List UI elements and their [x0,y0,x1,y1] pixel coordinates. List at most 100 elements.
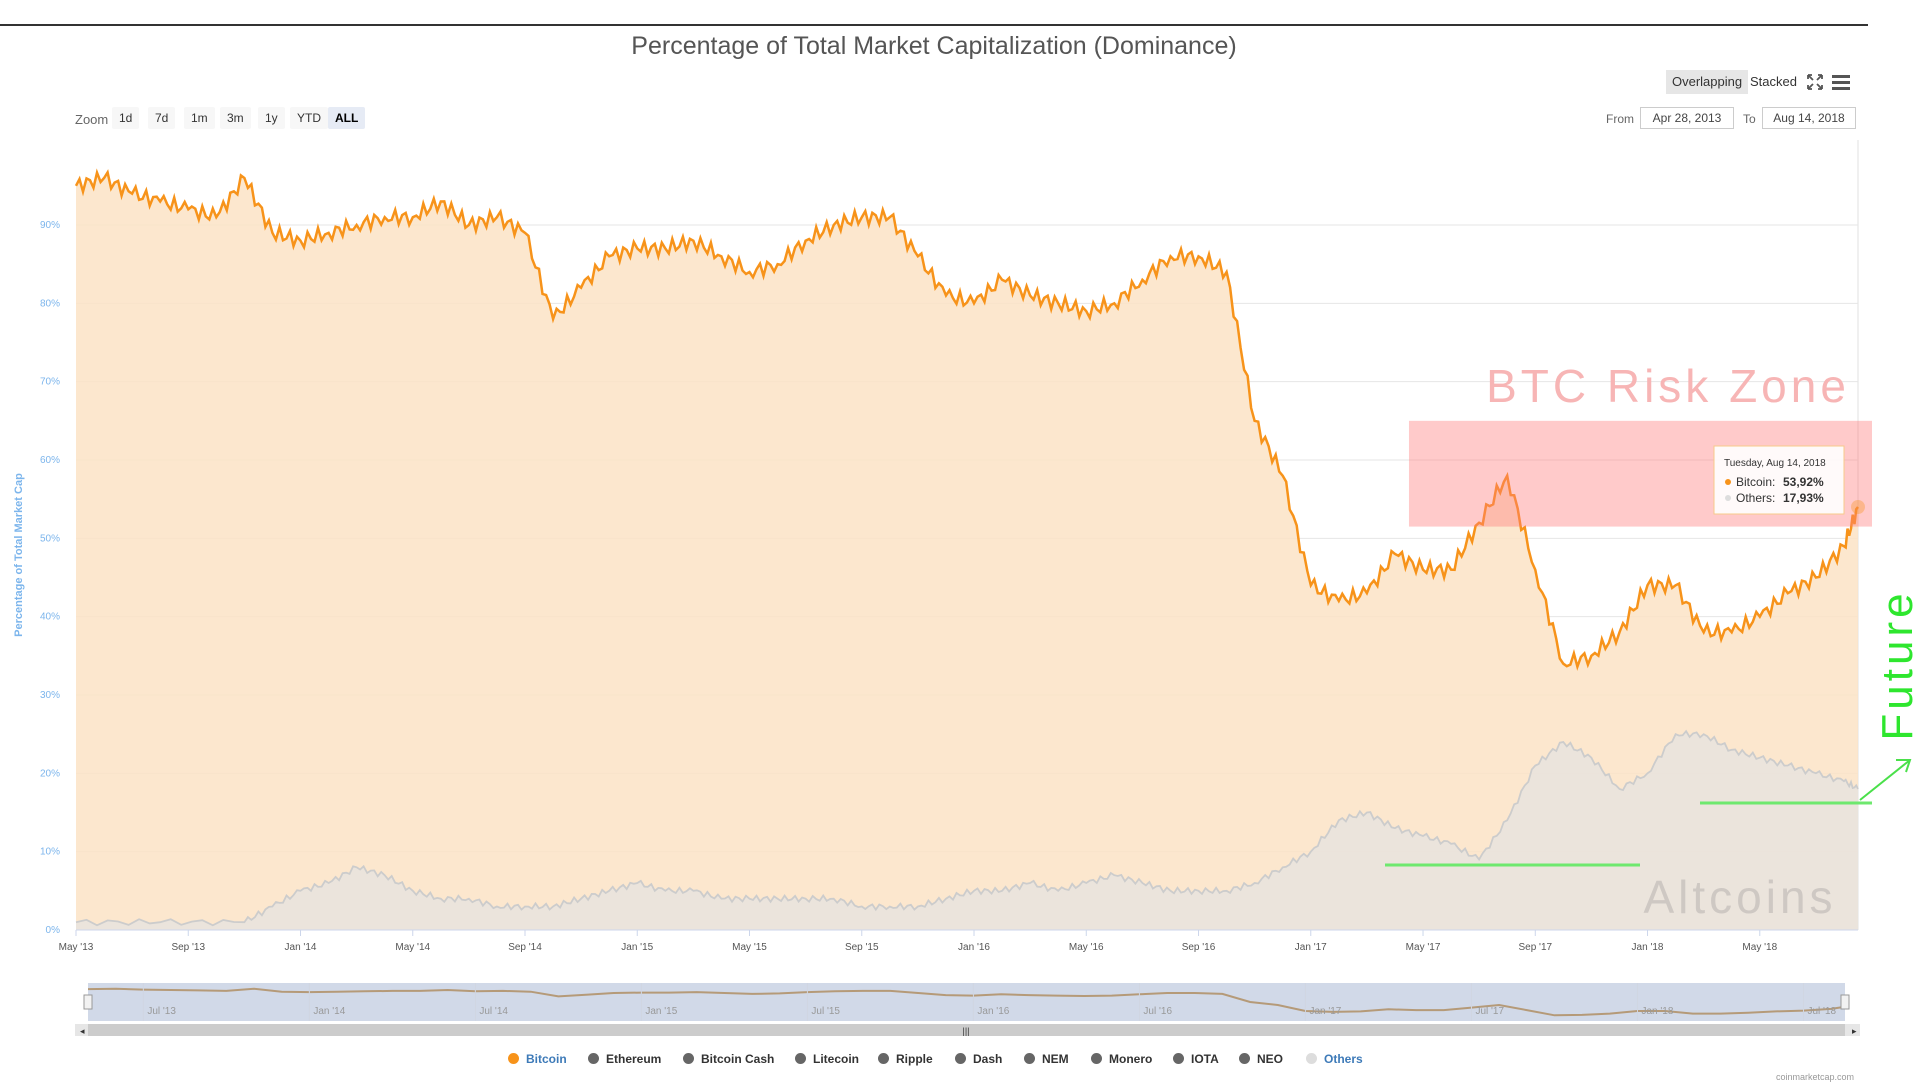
x-tick-label: Jan '18 [1632,942,1664,953]
y-tick-label: 50% [40,533,60,544]
tooltip: Tuesday, Aug 14, 2018 Bitcoin: 53,92% Ot… [1713,445,1865,515]
y-tick-label: 80% [40,298,60,309]
legend-dot-icon [1173,1053,1184,1064]
x-tick-label: May '15 [732,942,767,953]
others-line [75,729,1859,927]
legend-item-ethereum[interactable]: Ethereum [588,1052,661,1066]
zoom-1m-button[interactable]: 1m [184,107,215,129]
x-tick-label: Sep '15 [845,942,879,953]
y-tick-label: 0% [46,925,61,936]
tooltip-date: Tuesday, Aug 14, 2018 [1724,458,1826,469]
x-tick-label: Sep '17 [1518,942,1552,953]
x-axis: May '13 Sep '13 Jan '14 May '14 Sep '14 Jan '… [59,929,1858,953]
tooltip-bitcoin-dot [1725,479,1731,485]
zoom-ytd-button[interactable]: YTD [290,107,328,129]
legend-dot-icon [1024,1053,1035,1064]
x-tick-label: Jan '16 [958,942,990,953]
overlapping-button[interactable]: Overlapping [1666,70,1749,94]
tooltip-bitcoin-value: 53,92% [1783,475,1824,489]
navigator-scrollbar-thumb[interactable] [88,1024,1845,1036]
others-area [76,731,1858,930]
navigator-tick-label: Jul '14 [479,1006,508,1017]
legend-dot-icon [1091,1053,1102,1064]
x-tick-label: May '16 [1069,942,1104,953]
x-tick-label: Jan '14 [285,942,317,953]
legend-item-litecoin[interactable]: Litecoin [795,1052,859,1066]
y-axis-title: Percentage of Total Market Cap [13,473,25,637]
navigator-tick-label: Jan '15 [645,1006,677,1017]
zoom-all-button[interactable]: ALL [328,107,366,129]
navigator-tick-label: Jul '17 [1475,1006,1504,1017]
legend-item-neo[interactable]: NEO [1239,1052,1283,1066]
y-axis: 0% 10% 20% 30% 40% 50% 60% 70% 80% 90% [40,220,60,936]
credit-link[interactable]: coinmarketcap.com [1776,1072,1855,1082]
navigator-tick-label: Jan '14 [313,1006,345,1017]
legend-dot-icon [683,1053,694,1064]
navigator-tick-label: Jul '18 [1807,1006,1836,1017]
btc-risk-zone-label: BTC Risk Zone [1486,360,1850,412]
legend-dot-icon [508,1053,519,1064]
y-tick-label: 20% [40,768,60,779]
future-arrow-icon [1859,759,1912,801]
hamburger-menu-icon[interactable] [1830,72,1852,92]
y-tick-label: 70% [40,377,60,388]
fullscreen-icon[interactable] [1804,72,1826,92]
legend-item-bitcoin-cash[interactable]: Bitcoin Cash [683,1052,774,1066]
x-tick-label: May '14 [395,942,430,953]
navigator-tick-label: Jan '17 [1309,1006,1341,1017]
zoom-7d-button[interactable]: 7d [148,107,176,129]
navigator-tick-label: Jul '13 [147,1006,176,1017]
y-tick-label: 30% [40,690,60,701]
legend-item-monero[interactable]: Monero [1091,1052,1152,1066]
future-label: Future [1873,589,1920,740]
legend-dot-icon [955,1053,966,1064]
x-tick-label: Jan '15 [621,942,653,953]
legend-dot-icon [1239,1053,1250,1064]
legend-item-ripple[interactable]: Ripple [878,1052,933,1066]
navigator-left-handle[interactable] [83,994,93,1010]
stacked-button[interactable]: Stacked [1750,74,1797,89]
tooltip-others-label: Others: [1736,491,1775,505]
navigator-right-handle[interactable] [1840,994,1850,1010]
dominance-chart: 0% 10% 20% 30% 40% 50% 60% 70% 80% 90% Percentage… [13,140,1920,1036]
range-to-label: To [1743,112,1756,126]
zoom-1d-button[interactable]: 1d [112,107,140,129]
range-from-input[interactable]: Apr 28, 2013 [1640,107,1734,129]
chart-title: Percentage of Total Market Capitalizatio… [631,32,1237,60]
range-from-label: From [1606,112,1634,126]
legend-item-bitcoin[interactable]: Bitcoin [508,1052,567,1066]
legend-item-iota[interactable]: IOTA [1173,1052,1219,1066]
range-to-input[interactable]: Aug 14, 2018 [1762,107,1856,129]
x-tick-label: Sep '14 [508,942,542,953]
y-tick-label: 90% [40,220,60,231]
bitcoin-line [74,168,1859,671]
navigator-tick-label: Jul '15 [811,1006,840,1017]
altcoins-label: Altcoins [1643,871,1836,923]
y-tick-label: 40% [40,612,60,623]
x-tick-label: May '18 [1742,942,1777,953]
legend-dot-icon [878,1053,889,1064]
x-tick-label: Sep '16 [1182,942,1216,953]
x-tick-label: May '13 [59,942,94,953]
zoom-3m-button[interactable]: 3m [220,107,251,129]
scrollbar-grip-icon[interactable]: ||| [962,1026,969,1036]
tooltip-marker [1851,500,1865,514]
tooltip-others-dot [1725,495,1731,501]
x-tick-label: Jan '17 [1295,942,1327,953]
zoom-1y-button[interactable]: 1y [258,107,285,129]
navigator[interactable]: Jul '13 Jan '14 Jul '14 Jan '15 Jul '15 Jan '… [75,983,1860,1036]
legend-dot-icon [588,1053,599,1064]
scroll-right-arrow-icon[interactable]: ▸ [1852,1026,1857,1036]
legend-dot-icon [795,1053,806,1064]
navigator-labels: Jul '13 Jan '14 Jul '14 Jan '15 Jul '15 Jan '… [142,983,1837,1021]
bitcoin-area [76,172,1858,930]
scroll-left-arrow-icon[interactable]: ◂ [80,1026,85,1036]
navigator-tick-label: Jan '16 [977,1006,1009,1017]
legend: Bitcoin Ethereum Bitcoin Cash Litecoin R… [0,1052,1920,1072]
top-border [0,24,1868,26]
y-tick-label: 10% [40,847,60,858]
legend-item-dash[interactable]: Dash [955,1052,1002,1066]
legend-item-others[interactable]: Others [1306,1052,1363,1066]
legend-item-nem[interactable]: NEM [1024,1052,1069,1066]
y-tick-label: 60% [40,455,60,466]
